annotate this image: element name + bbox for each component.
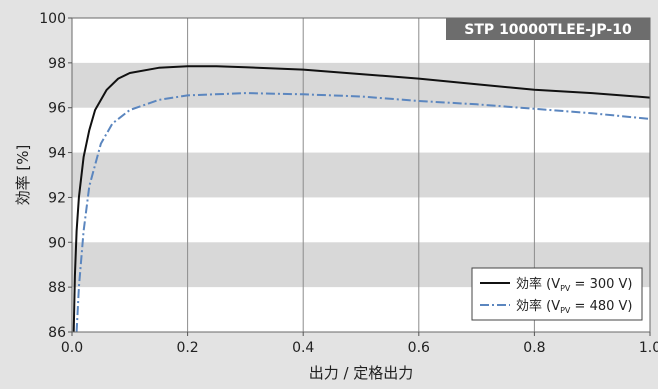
gray-band: [72, 152, 650, 198]
y-tick-label: 94: [48, 146, 66, 162]
legend: 効率 (VPV = 300 V) 効率 (VPV = 480 V): [471, 267, 643, 321]
y-tick-label: 100: [39, 11, 66, 27]
x-tick-label: 0.0: [61, 340, 83, 356]
legend-label-480v: 効率 (VPV = 480 V): [516, 298, 632, 315]
legend-300v-sub: PV: [560, 284, 571, 293]
y-tick-label: 90: [48, 235, 66, 251]
y-tick-label: 88: [48, 280, 66, 296]
y-tick-label: 92: [48, 190, 66, 206]
efficiency-480v-line: [75, 92, 651, 333]
legend-label-300v: 効率 (VPV = 300 V): [516, 276, 632, 293]
title-badge: [446, 18, 650, 40]
legend-box: [471, 267, 643, 321]
legend-480v-main: 効率 (V: [516, 298, 560, 314]
legend-300v-main: 効率 (V: [516, 276, 560, 292]
x-tick-label: 1.0: [639, 340, 658, 356]
legend-480v-tail: = 480 V): [570, 299, 632, 314]
x-tick-label: 0.2: [176, 340, 198, 356]
y-tick-label: 86: [48, 325, 66, 341]
efficiency-300v-line: [72, 65, 651, 333]
x-tick-label: 0.6: [408, 340, 430, 356]
chart-title: STP 10000TLEE-JP-10: [464, 22, 632, 38]
y-tick-label: 98: [48, 56, 66, 72]
y-axis-label: 効率 [%]: [14, 145, 32, 206]
gray-band: [72, 62, 650, 108]
x-tick-label: 0.8: [523, 340, 545, 356]
legend-480v-sub: PV: [560, 306, 571, 315]
y-tick-label: 96: [48, 101, 66, 117]
plot-frame: [71, 17, 651, 333]
x-axis-label: 出力 / 定格出力: [309, 364, 414, 382]
legend-300v-tail: = 300 V): [570, 277, 632, 292]
x-tick-label: 0.4: [292, 340, 314, 356]
